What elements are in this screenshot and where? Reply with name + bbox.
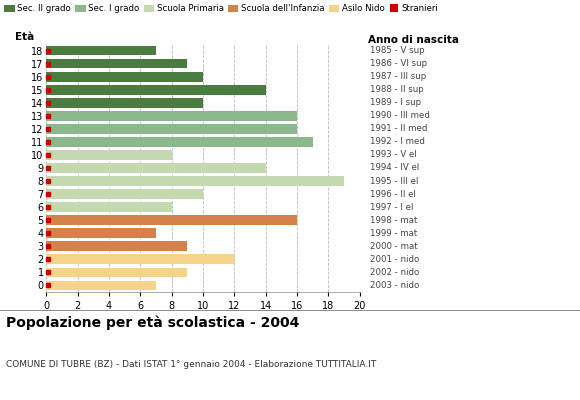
Bar	[46, 268, 187, 277]
Text: 2002 - nido: 2002 - nido	[370, 268, 419, 277]
Bar	[46, 189, 203, 199]
Text: 1986 - VI sup: 1986 - VI sup	[370, 59, 427, 68]
Bar	[46, 163, 266, 173]
Bar	[46, 111, 297, 121]
Text: 1994 - IV el: 1994 - IV el	[370, 164, 419, 172]
Text: Anno di nascita: Anno di nascita	[368, 35, 459, 45]
Bar	[46, 215, 297, 225]
Bar	[46, 72, 203, 82]
Text: 1995 - III el: 1995 - III el	[370, 176, 418, 186]
Bar	[46, 176, 344, 186]
Bar	[46, 98, 203, 108]
Text: 1991 - II med: 1991 - II med	[370, 124, 427, 133]
Text: 1990 - III med: 1990 - III med	[370, 111, 430, 120]
Text: 1996 - II el: 1996 - II el	[370, 190, 416, 199]
Bar	[46, 150, 172, 160]
Bar	[46, 242, 187, 251]
Bar	[46, 254, 234, 264]
Text: 1998 - mat: 1998 - mat	[370, 216, 418, 225]
Bar	[46, 202, 172, 212]
Text: 2000 - mat: 2000 - mat	[370, 242, 418, 251]
Text: 1999 - mat: 1999 - mat	[370, 229, 417, 238]
Text: 1989 - I sup: 1989 - I sup	[370, 98, 421, 107]
Bar	[46, 228, 156, 238]
Text: Età: Età	[15, 32, 34, 42]
Text: 1988 - II sup: 1988 - II sup	[370, 85, 424, 94]
Bar	[46, 137, 313, 147]
Bar	[46, 124, 297, 134]
Text: 2001 - nido: 2001 - nido	[370, 255, 419, 264]
Bar	[46, 59, 187, 68]
Text: 1987 - III sup: 1987 - III sup	[370, 72, 426, 81]
Text: 1985 - V sup: 1985 - V sup	[370, 46, 425, 55]
Text: 1992 - I med: 1992 - I med	[370, 137, 425, 146]
Text: 1993 - V el: 1993 - V el	[370, 150, 417, 160]
Text: Popolazione per età scolastica - 2004: Popolazione per età scolastica - 2004	[6, 316, 299, 330]
Text: 1997 - I el: 1997 - I el	[370, 203, 414, 212]
Bar	[46, 280, 156, 290]
Bar	[46, 85, 266, 94]
Text: COMUNE DI TUBRE (BZ) - Dati ISTAT 1° gennaio 2004 - Elaborazione TUTTITALIA.IT: COMUNE DI TUBRE (BZ) - Dati ISTAT 1° gen…	[6, 360, 376, 369]
Legend: Sec. II grado, Sec. I grado, Scuola Primaria, Scuola dell'Infanzia, Asilo Nido, : Sec. II grado, Sec. I grado, Scuola Prim…	[4, 4, 438, 13]
Bar	[46, 46, 156, 56]
Text: 2003 - nido: 2003 - nido	[370, 281, 419, 290]
